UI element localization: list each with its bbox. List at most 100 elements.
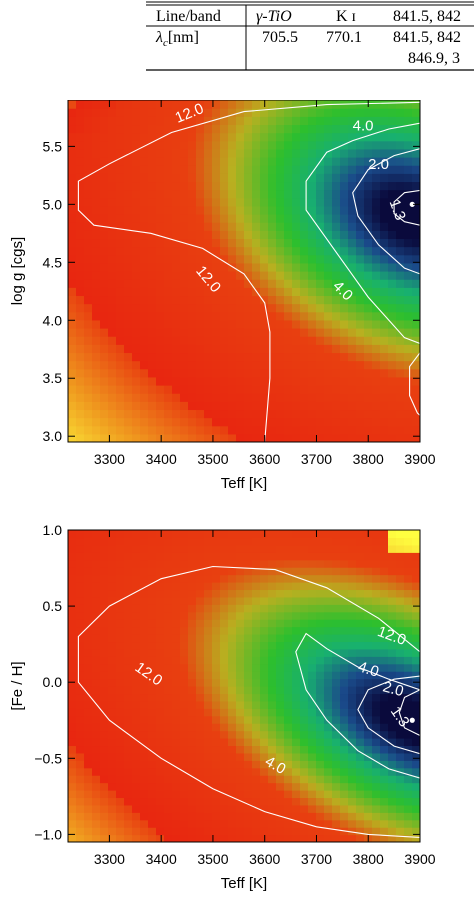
bottom-heatmap-cell: [332, 552, 341, 561]
top-heatmap-cell: [204, 417, 213, 427]
bottom-heatmap-cell: [212, 715, 221, 724]
bottom-heatmap-cell: [332, 596, 341, 605]
bottom-heatmap-cell: [260, 611, 269, 620]
top-heatmap-cell: [100, 425, 109, 435]
top-heatmap-cell: [164, 181, 173, 191]
bottom-heatmap-cell: [364, 656, 373, 665]
bottom-heatmap-cell: [396, 559, 405, 568]
bottom-heatmap-cell: [204, 715, 213, 724]
bottom-heatmap-cell: [108, 745, 117, 754]
top-heatmap-cell: [228, 425, 237, 435]
top-heatmap-cell: [316, 148, 325, 158]
bottom-heatmap-cell: [396, 537, 405, 546]
bottom-heatmap-cell: [388, 760, 397, 769]
top-heatmap-cell: [188, 368, 197, 378]
top-heatmap-cell: [148, 303, 157, 313]
top-heatmap-cell: [76, 132, 85, 142]
bottom-heatmap-cell: [108, 582, 117, 591]
top-heatmap-cell: [100, 368, 109, 378]
top-heatmap-cell: [172, 222, 181, 231]
top-heatmap-cell: [404, 417, 413, 427]
bottom-heatmap-cell: [404, 663, 413, 672]
bottom-heatmap-cell: [236, 574, 245, 583]
bottom-heatmap-cell: [228, 678, 237, 687]
top-heatmap-cell: [412, 238, 420, 248]
bottom-heatmap-cell: [308, 567, 317, 576]
top-heatmap-cell: [412, 279, 420, 288]
bottom-heatmap-cell: [412, 619, 420, 628]
top-heatmap-cell: [300, 124, 309, 134]
bottom-heatmap-cell: [308, 574, 317, 583]
bottom-heatmap-cell: [76, 782, 85, 791]
top-heatmap-cell: [196, 189, 205, 199]
top-heatmap-cell: [284, 319, 293, 329]
top-heatmap-cell: [84, 360, 93, 370]
bottom-heatmap-cell: [308, 797, 317, 806]
bottom-heatmap-cell: [372, 700, 381, 709]
bottom-heatmap-cell: [148, 582, 157, 591]
top-heatmap-cell: [412, 100, 420, 109]
top-heatmap-cell: [388, 376, 397, 386]
top-heatmap-cell: [228, 328, 237, 337]
top-heatmap-cell: [284, 197, 293, 207]
top-heatmap-cell: [124, 433, 133, 442]
top-heatmap-cell: [164, 262, 173, 272]
bottom-heatmap-cell: [252, 582, 261, 591]
bottom-heatmap-cell: [316, 604, 325, 613]
bottom-heatmap-cell: [276, 634, 285, 643]
bottom-heatmap-cell: [380, 582, 389, 591]
bottom-heatmap-cell: [348, 745, 357, 754]
bottom-heatmap-cell: [124, 752, 133, 761]
top-heatmap-cell: [292, 344, 301, 354]
top-heatmap-cell: [180, 181, 189, 191]
top-heatmap-cell: [348, 279, 357, 288]
bottom-heatmap-cell: [284, 663, 293, 672]
bottom-heatmap-cell: [124, 611, 133, 620]
top-heatmap-cell: [308, 425, 317, 435]
top-heatmap-cell: [212, 303, 221, 313]
bottom-heatmap-cell: [164, 782, 173, 791]
top-heatmap-cell: [204, 181, 213, 191]
top-heatmap-cell: [92, 100, 101, 109]
bottom-heatmap-cell: [180, 745, 189, 754]
top-heatmap-cell: [260, 148, 269, 158]
top-heatmap-cell: [316, 385, 325, 394]
top-heatmap-cell: [172, 433, 181, 442]
top-heatmap-cell: [252, 295, 261, 305]
top-heatmap-cell: [348, 157, 357, 166]
bottom-heatmap-cell: [68, 745, 77, 754]
bottom-heatmap-cell: [340, 715, 349, 724]
bottom-heatmap-cell: [356, 530, 365, 539]
top-heatmap-cell: [212, 100, 221, 109]
bottom-heatmap-cell: [100, 738, 109, 747]
bottom-heatmap-cell: [108, 782, 117, 791]
bottom-heatmap-cell: [372, 834, 381, 842]
bottom-heatmap-cell: [356, 775, 365, 784]
top-heatmap-cell: [76, 376, 85, 386]
top-heatmap-cell: [164, 385, 173, 394]
bottom-heatmap-cell: [292, 671, 301, 680]
top-heatmap-cell: [332, 295, 341, 305]
top-heatmap-cell: [156, 238, 165, 248]
bottom-heatmap-cell: [196, 648, 205, 657]
bottom-heatmap-cell: [92, 537, 101, 546]
top-heatmap-cell: [124, 352, 133, 362]
bottom-heatmap-cell: [276, 537, 285, 546]
top-heatmap-cell: [292, 311, 301, 321]
top-heatmap-cell: [244, 165, 253, 174]
bottom-heatmap-cell: [324, 686, 333, 695]
bottom-heatmap-cell: [252, 730, 261, 739]
top-heatmap-cell: [356, 360, 365, 370]
top-heatmap-cell: [76, 368, 85, 378]
bottom-heatmap-cell: [388, 604, 397, 613]
top-heatmap-cell: [284, 303, 293, 313]
top-heatmap-cell: [260, 279, 269, 288]
top-heatmap-cell: [308, 385, 317, 394]
bottom-heatmap-cell: [316, 738, 325, 747]
bottom-heatmap-cell: [100, 730, 109, 739]
top-x-tick-label: 3500: [197, 451, 228, 467]
bottom-heatmap-cell: [84, 730, 93, 739]
top-heatmap-cell: [76, 222, 85, 231]
top-heatmap-cell: [348, 360, 357, 370]
bottom-heatmap-cell: [268, 552, 277, 561]
